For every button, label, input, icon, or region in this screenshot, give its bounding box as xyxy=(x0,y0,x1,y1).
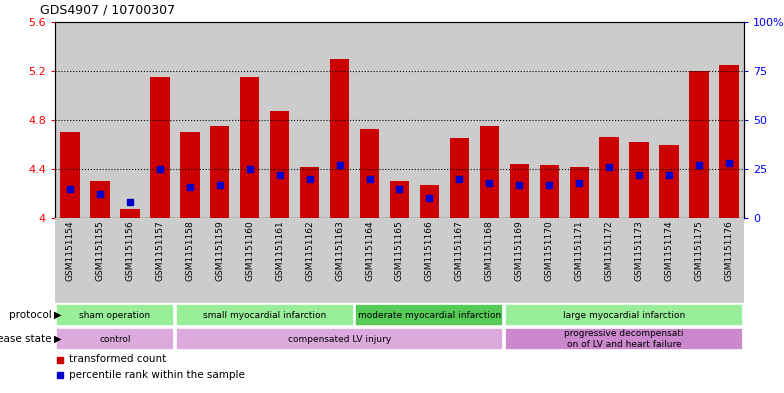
Text: GSM1151163: GSM1151163 xyxy=(335,220,344,281)
Bar xyxy=(480,126,499,218)
Text: progressive decompensati
on of LV and heart failure: progressive decompensati on of LV and he… xyxy=(564,329,684,349)
Text: sham operation: sham operation xyxy=(79,310,151,320)
Bar xyxy=(510,164,529,218)
Bar xyxy=(234,22,265,218)
Bar xyxy=(594,22,624,218)
Text: transformed count: transformed count xyxy=(70,354,167,364)
Text: GSM1151172: GSM1151172 xyxy=(604,220,614,281)
Bar xyxy=(150,77,169,218)
Bar xyxy=(205,22,234,218)
Text: small myocardial infarction: small myocardial infarction xyxy=(203,310,326,320)
Text: GSM1151173: GSM1151173 xyxy=(635,220,644,281)
Text: GSM1151160: GSM1151160 xyxy=(245,220,254,281)
Bar xyxy=(176,328,503,350)
Text: GSM1151158: GSM1151158 xyxy=(185,220,194,281)
Text: ▶: ▶ xyxy=(54,334,61,344)
Text: ▶: ▶ xyxy=(54,310,61,320)
Bar xyxy=(240,77,260,218)
Bar xyxy=(210,126,230,218)
Text: GSM1151161: GSM1151161 xyxy=(275,220,284,281)
Bar xyxy=(630,142,649,218)
Text: disease state: disease state xyxy=(0,334,52,344)
Text: GSM1151156: GSM1151156 xyxy=(125,220,134,281)
Bar xyxy=(90,181,110,218)
Bar xyxy=(714,22,744,218)
Text: GSM1151175: GSM1151175 xyxy=(695,220,703,281)
Text: GSM1151166: GSM1151166 xyxy=(425,220,434,281)
Text: moderate myocardial infarction: moderate myocardial infarction xyxy=(358,310,501,320)
Text: GSM1151174: GSM1151174 xyxy=(665,220,673,281)
Bar xyxy=(654,22,684,218)
Bar xyxy=(85,22,115,218)
Bar xyxy=(355,304,503,326)
Bar xyxy=(384,22,415,218)
Bar xyxy=(325,22,354,218)
Text: percentile rank within the sample: percentile rank within the sample xyxy=(70,370,245,380)
Bar xyxy=(535,22,564,218)
Text: GSM1151157: GSM1151157 xyxy=(155,220,165,281)
Bar xyxy=(419,185,439,218)
Bar xyxy=(415,22,445,218)
Text: GSM1151176: GSM1151176 xyxy=(724,220,734,281)
Bar xyxy=(270,112,289,218)
Text: GSM1151171: GSM1151171 xyxy=(575,220,584,281)
Bar xyxy=(56,304,174,326)
Bar xyxy=(55,22,85,218)
Text: GSM1151169: GSM1151169 xyxy=(515,220,524,281)
Text: protocol: protocol xyxy=(9,310,52,320)
Text: GSM1151162: GSM1151162 xyxy=(305,220,314,281)
Bar xyxy=(505,304,743,326)
Bar xyxy=(450,138,469,218)
Bar xyxy=(300,167,319,218)
Text: GSM1151164: GSM1151164 xyxy=(365,220,374,281)
Bar xyxy=(569,167,589,218)
Bar xyxy=(719,65,739,218)
Text: control: control xyxy=(99,334,131,343)
Bar xyxy=(56,328,174,350)
Bar xyxy=(145,22,175,218)
Bar xyxy=(689,71,709,218)
Bar xyxy=(360,129,379,218)
Bar xyxy=(180,132,200,218)
Bar xyxy=(390,181,409,218)
Bar xyxy=(330,59,350,218)
Bar xyxy=(539,165,559,218)
Text: GSM1151170: GSM1151170 xyxy=(545,220,554,281)
Bar xyxy=(176,304,354,326)
Text: GSM1151159: GSM1151159 xyxy=(216,220,224,281)
Bar xyxy=(505,328,743,350)
Bar xyxy=(684,22,714,218)
Bar xyxy=(295,22,325,218)
Text: compensated LV injury: compensated LV injury xyxy=(288,334,391,343)
Bar xyxy=(624,22,654,218)
Bar xyxy=(659,145,679,218)
Bar xyxy=(120,209,140,218)
Text: GSM1151155: GSM1151155 xyxy=(96,220,104,281)
Bar xyxy=(504,22,535,218)
Text: GDS4907 / 10700307: GDS4907 / 10700307 xyxy=(40,3,175,16)
Bar xyxy=(445,22,474,218)
Text: GSM1151154: GSM1151154 xyxy=(66,220,74,281)
Bar xyxy=(600,137,619,218)
Bar xyxy=(60,132,80,218)
Bar xyxy=(265,22,295,218)
Text: GSM1151165: GSM1151165 xyxy=(395,220,404,281)
Bar xyxy=(115,22,145,218)
Text: large myocardial infarction: large myocardial infarction xyxy=(563,310,685,320)
Text: GSM1151168: GSM1151168 xyxy=(485,220,494,281)
Text: GSM1151167: GSM1151167 xyxy=(455,220,464,281)
Bar xyxy=(564,22,594,218)
Bar xyxy=(474,22,504,218)
Bar xyxy=(354,22,384,218)
Bar xyxy=(175,22,205,218)
